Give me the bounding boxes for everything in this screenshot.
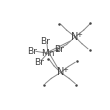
Text: Mn: Mn [41, 49, 55, 58]
Text: Br: Br [34, 58, 44, 67]
Text: +: + [76, 32, 82, 38]
Text: N: N [71, 32, 79, 42]
Text: +: + [62, 67, 68, 73]
Text: Br: Br [54, 45, 64, 54]
Text: N: N [57, 68, 64, 77]
Text: Br: Br [40, 38, 50, 47]
Text: Br: Br [28, 47, 37, 56]
